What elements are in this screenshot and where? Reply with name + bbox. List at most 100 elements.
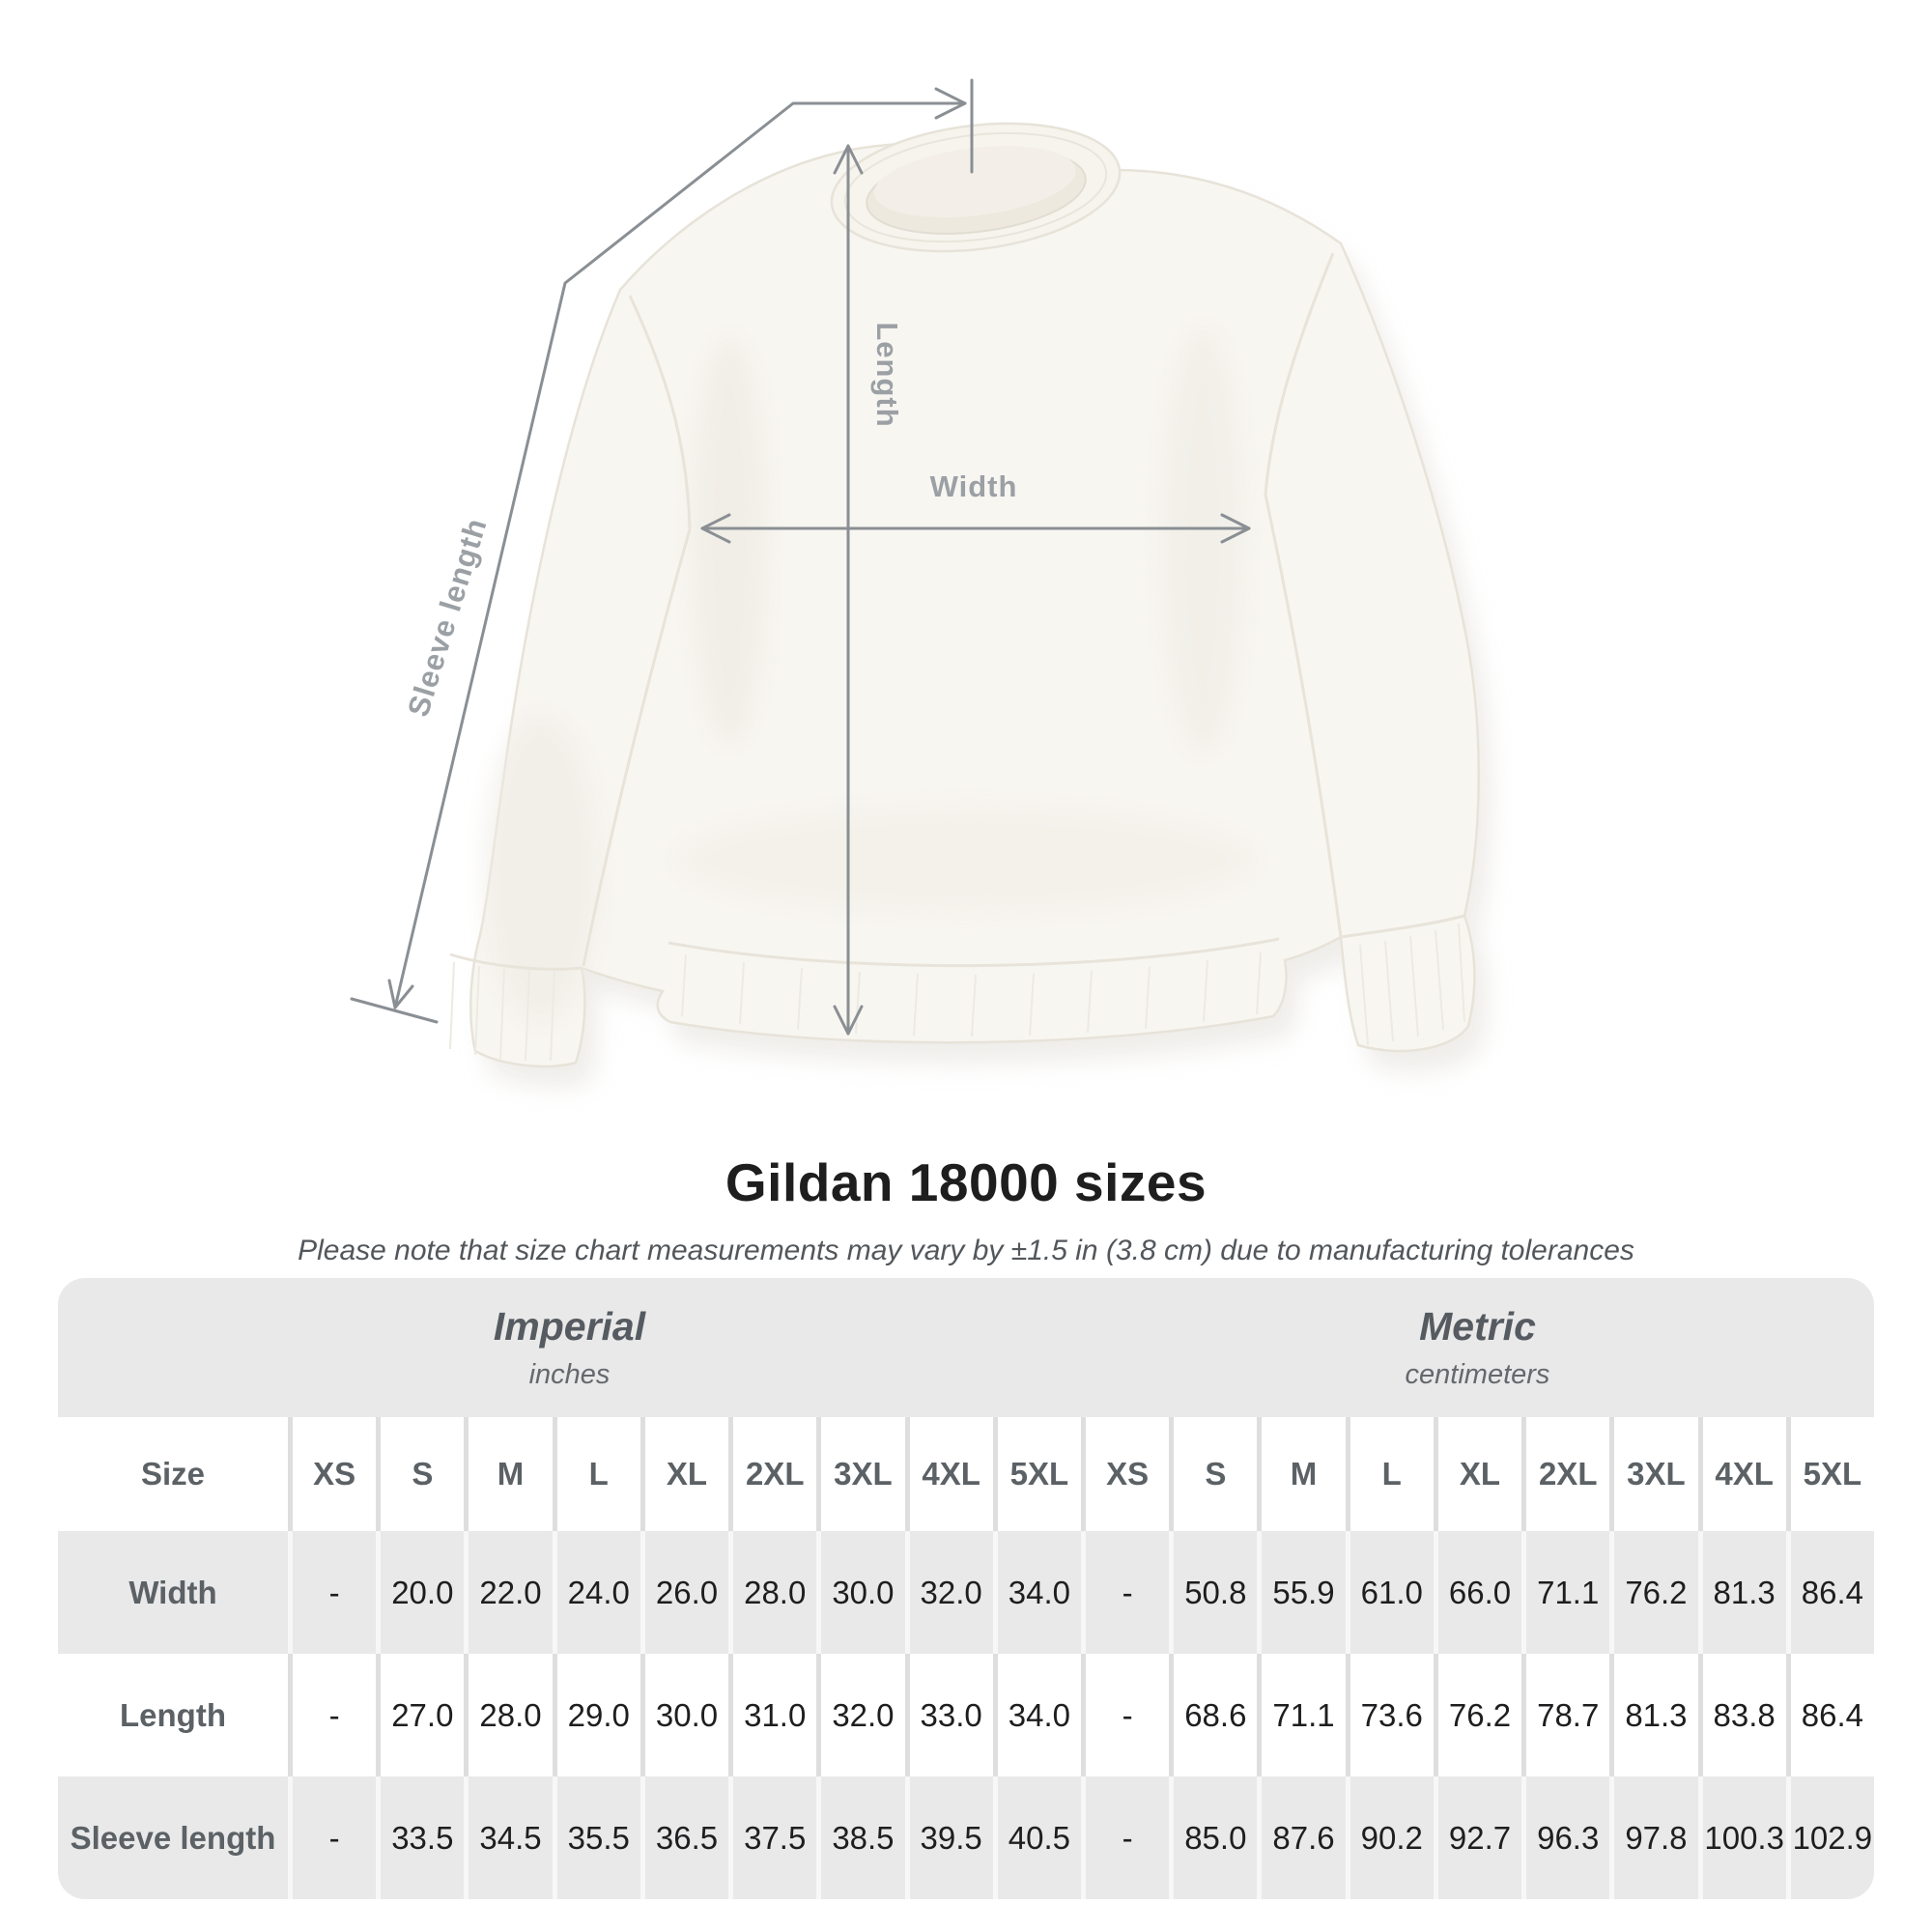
tolerance-note: Please note that size chart measurements… <box>298 1235 1634 1266</box>
imperial-value: 26.0 <box>639 1531 728 1654</box>
size-header-imperial-s: S <box>376 1417 464 1531</box>
metric-value: 85.0 <box>1169 1776 1257 1899</box>
sweatshirt-illustration <box>449 122 1492 1088</box>
metric-value: 86.4 <box>1785 1654 1874 1776</box>
measurement-row-length: Length -27.0 28.0 29.0 30.0 31.0 32.0 33.0 34.0-… <box>58 1654 1874 1776</box>
size-header-metric-3xl: 3XL <box>1609 1417 1697 1531</box>
garment-seams <box>449 252 1465 971</box>
imperial-value: 28.0 <box>464 1654 552 1776</box>
imperial-value: 28.0 <box>728 1531 816 1654</box>
metric-value: 86.4 <box>1785 1531 1874 1654</box>
metric-value: 102.9 <box>1785 1776 1874 1899</box>
metric-value: - <box>1080 1531 1169 1654</box>
metric-value: 96.3 <box>1521 1776 1609 1899</box>
imperial-value: 33.0 <box>904 1654 993 1776</box>
heading: Gildan 18000 sizes Please note that size… <box>0 1151 1932 1267</box>
imperial-value: 37.5 <box>728 1776 816 1899</box>
size-header-imperial-xl: XL <box>639 1417 728 1531</box>
metric-value: 71.1 <box>1257 1654 1345 1776</box>
imperial-value: 33.5 <box>376 1776 464 1899</box>
size-column-header: Size <box>140 1456 206 1492</box>
measurement-row-sleeve-length: Sleeve length -33.5 34.5 35.5 36.5 37.5 38.5 39… <box>58 1776 1874 1899</box>
measurement-row-width: Width -20.0 22.0 24.0 26.0 28.0 30.0 32.0 34.0-5… <box>58 1531 1874 1654</box>
imperial-group-header: Imperial inches <box>58 1278 1081 1417</box>
metric-value: 92.7 <box>1433 1776 1521 1899</box>
width-label: Width <box>930 469 1018 503</box>
size-header-imperial-m: M <box>464 1417 552 1531</box>
metric-value: 76.2 <box>1433 1654 1521 1776</box>
imperial-value: 36.5 <box>639 1776 728 1899</box>
size-header-imperial-5xl: 5XL <box>992 1417 1081 1531</box>
metric-value: 68.6 <box>1169 1654 1257 1776</box>
size-header-imperial-4xl: 4XL <box>904 1417 993 1531</box>
sleeve-length-label: Sleeve length <box>401 514 494 721</box>
row-label: Width <box>128 1574 217 1610</box>
metric-value: 90.2 <box>1345 1776 1434 1899</box>
size-header-metric-s: S <box>1169 1417 1257 1531</box>
imperial-value: 35.5 <box>552 1776 640 1899</box>
size-header-imperial-2xl: 2XL <box>728 1417 816 1531</box>
metric-value: 83.8 <box>1697 1654 1786 1776</box>
imperial-value: 30.0 <box>816 1531 904 1654</box>
imperial-value: 22.0 <box>464 1531 552 1654</box>
size-header-imperial-xs: XS <box>288 1417 376 1531</box>
hem-ribbing <box>449 923 1465 1062</box>
size-chart-table: Imperial inches Metric centimeters Size X… <box>58 1278 1874 1899</box>
imperial-value: 32.0 <box>904 1531 993 1654</box>
metric-group-header: Metric centimeters <box>1081 1278 1874 1417</box>
metric-value: 50.8 <box>1169 1531 1257 1654</box>
imperial-value: - <box>288 1654 376 1776</box>
metric-value: 55.9 <box>1257 1531 1345 1654</box>
imperial-value: 31.0 <box>728 1654 816 1776</box>
size-header-metric-m: M <box>1257 1417 1345 1531</box>
imperial-value: - <box>288 1776 376 1899</box>
size-header-metric-xl: XL <box>1433 1417 1521 1531</box>
size-header-metric-5xl: 5XL <box>1785 1417 1874 1531</box>
length-measure-line <box>833 144 864 1036</box>
imperial-value: 24.0 <box>552 1531 640 1654</box>
size-header-row: Size XS S M L XL 2XL 3XL 4XL 5XL XS S M L XL 2XL 3XL 4XL 5… <box>58 1417 1874 1531</box>
imperial-value: 34.0 <box>992 1654 1081 1776</box>
imperial-title: Imperial <box>493 1304 646 1349</box>
size-header-metric-4xl: 4XL <box>1697 1417 1786 1531</box>
garment-shading <box>483 328 1256 1024</box>
metric-value: 66.0 <box>1433 1531 1521 1654</box>
size-diagram: Length Width Sleeve length <box>350 78 1492 1088</box>
imperial-value: 34.0 <box>992 1531 1081 1654</box>
imperial-value: 27.0 <box>376 1654 464 1776</box>
row-label: Length <box>120 1696 226 1733</box>
metric-value: 100.3 <box>1697 1776 1786 1899</box>
imperial-value: 34.5 <box>464 1776 552 1899</box>
size-header-metric-l: L <box>1345 1417 1434 1531</box>
imperial-value: - <box>288 1531 376 1654</box>
metric-value: 61.0 <box>1345 1531 1434 1654</box>
row-label: Sleeve length <box>70 1819 276 1856</box>
imperial-value: 40.5 <box>992 1776 1081 1899</box>
metric-value: - <box>1080 1654 1169 1776</box>
imperial-value: 29.0 <box>552 1654 640 1776</box>
metric-value: 73.6 <box>1345 1654 1434 1776</box>
metric-title: Metric <box>1419 1304 1536 1349</box>
imperial-value: 32.0 <box>816 1654 904 1776</box>
size-header-metric-2xl: 2XL <box>1521 1417 1609 1531</box>
sleeve-length-measure-line <box>350 78 974 1024</box>
size-header-metric-xs: XS <box>1080 1417 1169 1531</box>
imperial-value: 30.0 <box>639 1654 728 1776</box>
length-label: Length <box>870 322 904 427</box>
metric-value: - <box>1080 1776 1169 1899</box>
metric-value: 81.3 <box>1609 1654 1697 1776</box>
metric-value: 78.7 <box>1521 1654 1609 1776</box>
width-measure-line <box>700 513 1251 544</box>
metric-value: 76.2 <box>1609 1531 1697 1654</box>
imperial-value: 20.0 <box>376 1531 464 1654</box>
imperial-value: 39.5 <box>904 1776 993 1899</box>
metric-value: 81.3 <box>1697 1531 1786 1654</box>
metric-unit: centimeters <box>1405 1359 1550 1390</box>
size-header-imperial-l: L <box>552 1417 640 1531</box>
imperial-value: 38.5 <box>816 1776 904 1899</box>
page-title: Gildan 18000 sizes <box>724 1152 1208 1212</box>
imperial-unit: inches <box>528 1359 611 1390</box>
units-header-row: Imperial inches Metric centimeters <box>58 1278 1874 1417</box>
metric-value: 71.1 <box>1521 1531 1609 1654</box>
